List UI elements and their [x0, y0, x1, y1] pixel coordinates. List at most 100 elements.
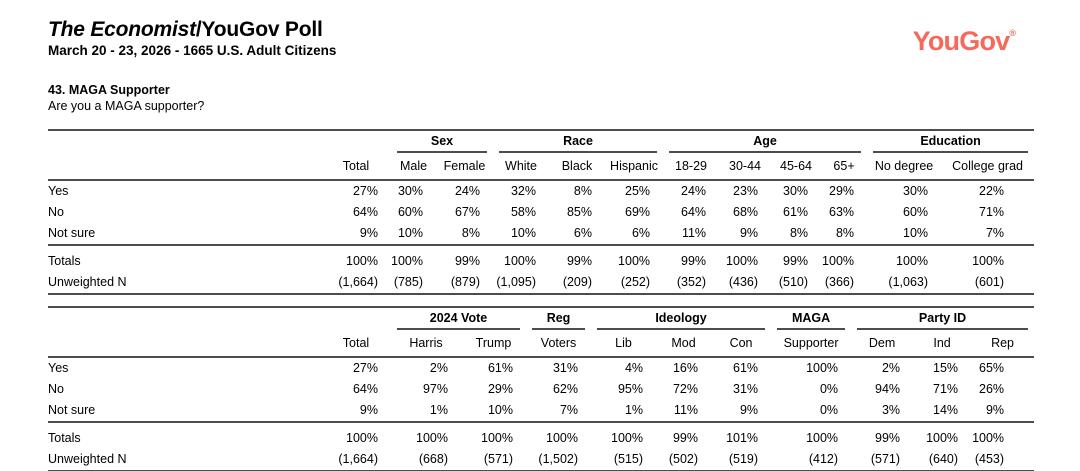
value-cell: 10% [867, 222, 942, 246]
value-cell: (453) [974, 452, 1005, 467]
group-header-label: Party ID [857, 311, 1029, 330]
value-cell: 3% [851, 399, 914, 423]
value-cell: 8% [771, 222, 822, 246]
value-cell: 58% [510, 205, 536, 220]
row-label: Totals [48, 431, 81, 446]
value-cell: 10% [493, 222, 549, 246]
group-header: Education [867, 130, 1034, 153]
yougov-logo: YouGov® [913, 28, 1016, 55]
value-cell: 95% [617, 382, 644, 397]
value-cell: 24% [681, 184, 707, 199]
group-header-label: Race [499, 134, 658, 153]
column-header: Dem [851, 329, 914, 358]
answer-row: Not sure 9% 1% 10% 7% 1% 11% 9% 0% 3% 14% 9% [48, 399, 1035, 423]
value-cell: (352) [676, 275, 707, 290]
value-cell: 11% [663, 222, 720, 246]
crosstab-table-demographics: Sex Race Age Education Total Male Female White B… [48, 128, 1035, 295]
group-header-label: 2024 Vote [397, 311, 521, 330]
column-header-spacer [48, 152, 321, 181]
report-title-publisher: The Economist [48, 18, 196, 41]
value-cell: 100% [926, 431, 959, 446]
column-header: No degree [867, 152, 942, 181]
value-cell: (785) [393, 275, 423, 290]
group-header-label: Ideology [597, 311, 766, 330]
value-cell: (209) [562, 275, 592, 290]
column-header: College grad [941, 152, 1035, 181]
value-cell: 30% [783, 184, 809, 199]
value-cell: 7% [526, 399, 592, 423]
report-title-suffix: /YouGov Poll [195, 18, 323, 41]
value-cell: 31% [552, 361, 579, 376]
row-label: Not sure [48, 222, 321, 246]
value-cell: 60% [903, 205, 929, 220]
value-cell: 7% [941, 222, 1035, 246]
value-cell: 100% [972, 254, 1005, 269]
value-cell: (366) [824, 275, 855, 290]
column-header: 45-64 [771, 152, 822, 181]
row-label: Not sure [48, 399, 321, 423]
value-cell: 72% [672, 382, 699, 397]
value-cell: 32% [510, 184, 536, 199]
group-header: Party ID [851, 307, 1034, 330]
value-cell: 23% [733, 184, 759, 199]
value-cell: 100% [504, 254, 536, 269]
value-cell: (668) [418, 452, 448, 467]
value-cell: 69% [625, 205, 651, 220]
value-cell: 64% [352, 382, 378, 397]
value-cell: 100% [806, 361, 839, 376]
column-header-spacer [48, 329, 321, 358]
value-cell: 9% [711, 399, 772, 423]
value-cell: (1,502) [538, 452, 579, 467]
value-cell: 0% [819, 382, 839, 397]
row-label: Yes [48, 361, 69, 376]
value-cell: 16% [672, 361, 699, 376]
value-cell: 14% [913, 399, 972, 423]
answer-row: Yes 27% 2% 61% 31% 4% 16% 61% 100% 2% 15% 65% [48, 357, 1034, 379]
group-header: Ideology [591, 307, 771, 330]
column-header: Hispanic [605, 152, 664, 181]
value-cell: 1% [591, 399, 657, 423]
group-header-spacer [48, 130, 321, 153]
row-label: Totals [48, 254, 81, 269]
value-cell: 71% [933, 382, 959, 397]
report-subtitle: March 20 - 23, 2026 - 1665 U.S. Adult Ci… [48, 43, 337, 59]
value-cell: 10% [391, 222, 436, 246]
value-cell: 22% [979, 184, 1005, 199]
value-cell: 94% [875, 382, 901, 397]
column-header: Total [321, 329, 391, 358]
value-cell: 99% [783, 254, 809, 269]
group-header: Race [493, 130, 663, 153]
row-label: Yes [48, 184, 69, 199]
value-cell: 99% [681, 254, 707, 269]
value-cell: 61% [487, 361, 514, 376]
value-cell: (502) [668, 452, 699, 467]
value-cell: (1,063) [888, 275, 929, 290]
value-cell: (515) [613, 452, 644, 467]
question-text: Are you a MAGA supporter? [48, 98, 205, 113]
group-header-empty [321, 130, 391, 153]
value-cell: (571) [870, 452, 901, 467]
value-cell: 0% [771, 399, 852, 423]
group-header-label: Education [873, 134, 1029, 153]
value-cell: 71% [979, 205, 1005, 220]
column-header: Mod [656, 329, 712, 358]
value-cell: (519) [728, 452, 759, 467]
value-cell: 6% [605, 222, 664, 246]
value-cell: 63% [829, 205, 855, 220]
group-header-row: Sex Race Age Education [48, 130, 1034, 153]
value-cell: 4% [624, 361, 644, 376]
summary-row: Unweighted N (1,664) (785) (879) (1,095) (209… [48, 272, 1034, 294]
row-label: Unweighted N [48, 275, 127, 290]
column-header: Lib [591, 329, 657, 358]
value-cell: 100% [346, 254, 378, 269]
column-header: Ind [913, 329, 972, 358]
value-cell: 29% [829, 184, 855, 199]
value-cell: 9% [321, 222, 391, 246]
value-cell: 26% [979, 382, 1005, 397]
value-cell: 27% [352, 361, 378, 376]
row-label: No [48, 382, 64, 397]
value-cell: 8% [436, 222, 493, 246]
value-cell: 8% [821, 222, 868, 246]
value-cell: 100% [822, 254, 855, 269]
value-cell: (436) [728, 275, 759, 290]
